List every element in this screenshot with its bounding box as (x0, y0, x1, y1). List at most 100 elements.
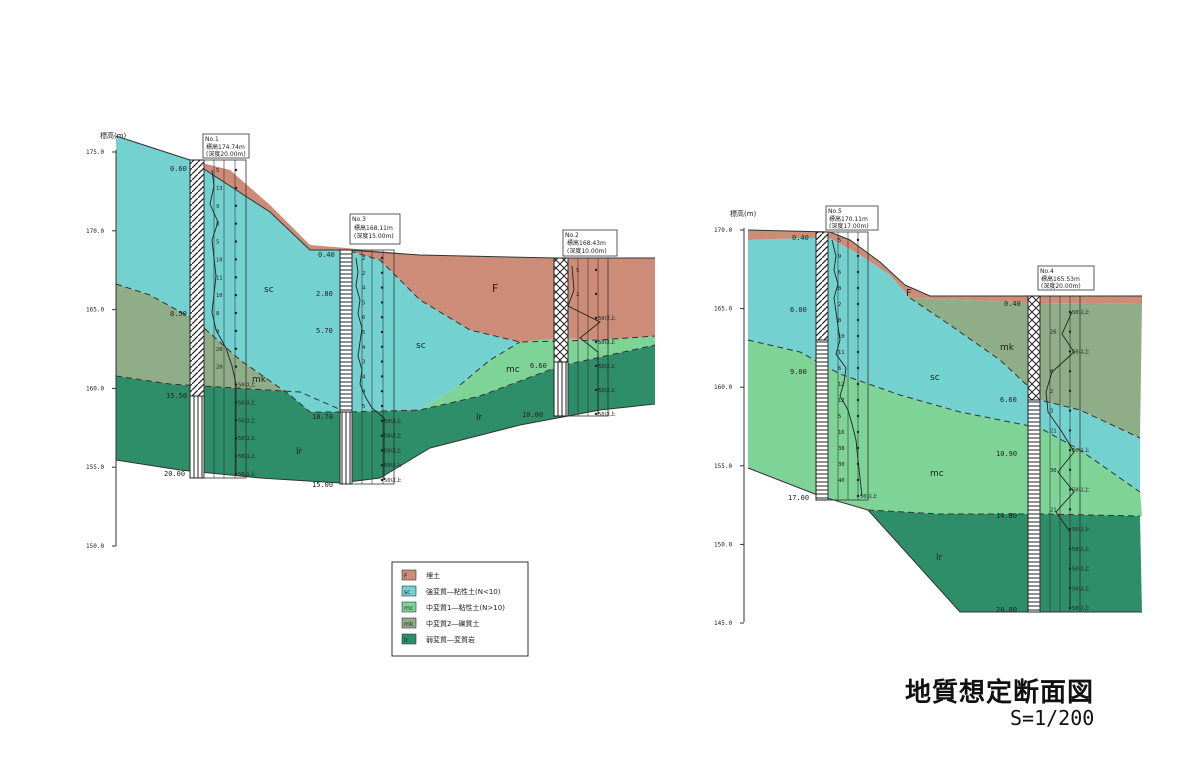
nvalue-point (234, 419, 238, 422)
nvalue-point (234, 186, 238, 190)
legend-label-mc: 中変質1―粘性土(N>10) (426, 603, 505, 612)
nvalue-b4: 50以上 (1072, 308, 1090, 316)
nvalue-b1: 50以上 (238, 398, 256, 406)
nvalue-point (594, 388, 598, 392)
nvalue-b1: 8 (216, 222, 219, 228)
right-elev-tick-label: 155.0 (714, 463, 732, 470)
nvalue-point (1068, 429, 1072, 432)
nvalue-point (856, 382, 860, 386)
nvalue-b1: 10 (216, 257, 223, 263)
legend-label-mk: 中変質2―礫質土 (426, 619, 479, 628)
borehole-no2-elev: 標高168.43m (567, 239, 606, 247)
right-layer-label-mc: mc (930, 469, 944, 479)
borehole-no1-depth-3: 15.50 (166, 392, 187, 400)
borehole-no4-depth-2: 6.60 (1000, 396, 1017, 404)
nvalue-b4: 21 (1050, 507, 1057, 513)
nvalue-point (856, 366, 860, 370)
nvalue-point (234, 454, 238, 458)
nvalue-point (1068, 370, 1072, 373)
nvalue-point (1068, 527, 1072, 531)
nvalue-b1: 5 (216, 168, 219, 174)
borehole-no2: No.2 標高168.43m (深度10.00m) 5 2 50以上 50以上 50以上… (522, 229, 618, 419)
nvalue-point (856, 430, 860, 434)
nvalue-point (234, 204, 238, 207)
right-layer-mc (748, 340, 1142, 516)
nvalue-point (856, 286, 860, 290)
nvalue-point (380, 434, 384, 437)
nvalue-b3: 5 (362, 300, 365, 306)
nvalue-point (1068, 547, 1072, 550)
nvalue-point (856, 494, 860, 498)
left-elev-tick-label: 165.0 (86, 307, 104, 314)
nvalue-b1: 50以上 (238, 434, 256, 442)
nvalue-b2: 50以上 (598, 314, 616, 322)
nvalue-point (380, 478, 384, 482)
borehole-no3-elev: 標高168.11m (354, 224, 393, 232)
legend-swatch-mc (401, 601, 417, 613)
nvalue-b4: 2 (1050, 389, 1053, 395)
nvalue-point (1068, 330, 1072, 333)
legend-code: sc (404, 589, 410, 596)
nvalue-b3: 50以上 (384, 461, 402, 469)
nvalue-b1: 11 (216, 275, 223, 281)
nvalue-point (594, 364, 598, 368)
right-elev-tick-label: 150.0 (714, 541, 732, 548)
nvalue-b3: 3 (362, 360, 365, 366)
nvalue-point (380, 256, 384, 260)
nvalue-point (380, 345, 384, 348)
borehole-no1-depth-1: 0.60 (170, 165, 187, 173)
nvalue-b3: 4 (362, 286, 366, 292)
borehole-no2-depth-2: 10.00 (522, 411, 543, 419)
borehole-no4-depth-4: 14.80 (996, 512, 1017, 520)
left-layer-lr (116, 345, 655, 483)
nvalue-point (594, 268, 598, 272)
nvalue-point (234, 240, 238, 243)
nvalue-point (856, 238, 860, 242)
nvalue-point (856, 446, 860, 450)
nvalue-point (856, 462, 860, 466)
nvalue-b5: 5 (838, 238, 841, 244)
nvalue-b1: 9 (216, 329, 219, 335)
nvalue-point (856, 254, 860, 258)
nvalue-b3: 50以上 (384, 446, 402, 454)
right-elev-axis-label: 標高(m) (730, 209, 757, 218)
borehole-no3-depth-3: 5.70 (316, 327, 333, 335)
borehole-no3: No.3 標高168.11m (深度15.00m) 2 2 4 5 6 5 4 3 4 4 5 50以… (312, 213, 402, 489)
borehole-no4: No.4 標高165.53m (深度20.00m) 50以上 26 50以上 8 2 3 2… (996, 265, 1095, 614)
nvalue-point (234, 222, 238, 225)
nvalue-point (234, 437, 238, 440)
borehole-no5-depth: (深度17.00m) (829, 222, 869, 230)
nvalue-b2: 5 (576, 268, 579, 274)
nvalue-point (856, 302, 860, 306)
nvalue-point (380, 330, 384, 334)
left-elev-tick-label: 170.0 (86, 228, 104, 235)
nvalue-b4: 8 (1050, 369, 1053, 375)
nvalue-point (856, 478, 860, 482)
nvalue-point (380, 390, 384, 393)
nvalue-point (1068, 310, 1072, 314)
nvalue-point (856, 414, 860, 418)
nvalue-b1: 50以上 (238, 470, 256, 478)
left-layer-mc (420, 336, 655, 410)
nvalue-b3: 2 (362, 256, 365, 262)
nvalue-point (234, 401, 238, 404)
nvalue-b5: 6 (838, 366, 841, 372)
left-layer-label-sc-2: sc (416, 341, 426, 351)
borehole-no5-elev: 標高170.11m (829, 215, 868, 223)
nvalue-b1: 50以上 (238, 452, 256, 460)
left-layer-label-mc: mc (506, 365, 520, 375)
nvalue-point (856, 398, 860, 402)
legend-swatch-lr (401, 633, 417, 645)
nvalue-b4: 50以上 (1072, 604, 1090, 612)
drawing-scale: S=1/200 (1010, 706, 1095, 730)
nvalue-b5: 50以上 (860, 492, 878, 500)
nvalue-point (594, 316, 598, 320)
nvalue-b5: 11 (838, 350, 845, 356)
borehole-no4-depth-5: 20.00 (996, 606, 1017, 614)
nvalue-point (380, 286, 384, 289)
nvalue-point (234, 347, 238, 351)
nvalue-point (1068, 468, 1072, 472)
nvalue-b3: 2 (362, 271, 365, 277)
left-layer-F (190, 160, 655, 342)
left-elev-tick-label: 155.0 (86, 464, 104, 471)
